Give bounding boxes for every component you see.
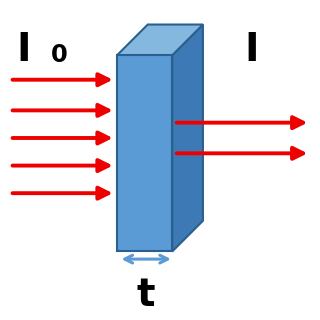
- Polygon shape: [117, 25, 203, 55]
- Text: I: I: [245, 31, 259, 69]
- Polygon shape: [117, 55, 172, 252]
- Text: 0: 0: [51, 43, 68, 67]
- Text: I: I: [16, 31, 30, 69]
- Text: t: t: [137, 276, 156, 314]
- Polygon shape: [172, 25, 203, 252]
